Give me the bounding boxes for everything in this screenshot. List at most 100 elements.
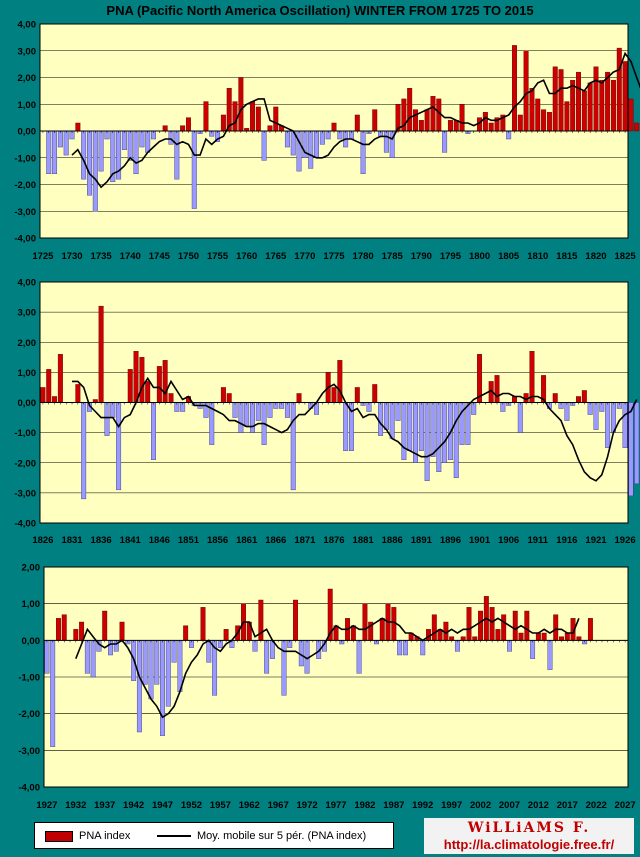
bar: [420, 640, 426, 656]
chart-title: PNA (Pacific North America Oscillation) …: [106, 3, 534, 18]
bar: [63, 130, 69, 156]
x-tick-label: 1911: [527, 535, 548, 546]
x-tick-label: 1997: [441, 800, 462, 811]
bar: [180, 125, 186, 132]
bar: [424, 109, 430, 132]
x-tick-label: 1876: [323, 535, 344, 546]
bar: [558, 69, 564, 132]
bar: [541, 632, 547, 641]
bar: [81, 402, 87, 500]
bar: [472, 636, 478, 641]
x-tick-label: 1947: [152, 800, 173, 811]
x-tick-label: 1967: [268, 800, 289, 811]
bar: [564, 402, 570, 421]
bar: [110, 402, 116, 418]
bar: [587, 618, 593, 641]
bar: [628, 98, 634, 132]
x-tick-label: 1805: [498, 251, 520, 262]
x-tick-label: 2027: [615, 800, 636, 811]
x-tick-label: 2017: [557, 800, 578, 811]
bar: [599, 79, 605, 132]
bar: [296, 393, 302, 403]
bar: [168, 130, 174, 145]
y-tick-label: 0,00: [18, 398, 37, 409]
bar: [430, 96, 436, 132]
bar: [174, 130, 180, 180]
bar: [40, 387, 46, 403]
bar: [517, 114, 523, 132]
bar: [397, 640, 403, 656]
bar: [127, 130, 133, 161]
y-tick-label: -3,00: [14, 488, 36, 499]
bar: [541, 109, 547, 132]
y-tick-label: 1,00: [18, 100, 37, 111]
bar: [220, 114, 226, 132]
bar: [81, 130, 87, 180]
x-tick-label: 1891: [411, 535, 433, 546]
bar: [362, 603, 368, 641]
bar: [171, 640, 177, 663]
bar: [200, 607, 206, 641]
y-tick-label: 2,00: [18, 338, 37, 349]
chart-panel-1: -4,00 -3,00 -2,00 -1,00 0,00 1,00 2,00 3,00 4,00…: [14, 20, 640, 262]
bar: [154, 640, 160, 685]
y-tick-label: 1,00: [22, 599, 41, 610]
legend-item-line: Moy. mobile sur 5 pér. (PNA index): [157, 830, 366, 842]
x-tick-label: 1735: [91, 251, 113, 262]
x-tick-label: 1770: [294, 251, 315, 262]
x-tick-label: 1896: [440, 535, 461, 546]
logo-name: WiLLiAMS F.: [467, 820, 591, 836]
x-tick-label: 1825: [615, 251, 637, 262]
chart-panel-3: -4,00 -3,00 -2,00 -1,00 0,00 1,00 2,00 1927 1932…: [18, 563, 636, 812]
bar: [442, 402, 448, 463]
x-tick-label: 1800: [469, 251, 490, 262]
moving-average-line: [71, 51, 640, 189]
x-tick-label: 1810: [527, 251, 548, 262]
x-tick-label: 1927: [36, 800, 57, 811]
bar: [203, 101, 209, 132]
bar: [148, 640, 154, 700]
bar: [267, 125, 273, 132]
bar: [530, 640, 536, 659]
x-tick-label: 1921: [585, 535, 607, 546]
bar: [162, 360, 168, 403]
bar: [50, 640, 56, 747]
bar: [512, 610, 518, 641]
bar: [160, 640, 165, 736]
bar: [238, 77, 244, 132]
bar: [459, 104, 465, 132]
x-tick-label: 1846: [149, 535, 170, 546]
bar: [512, 45, 517, 132]
bar: [165, 640, 171, 707]
bar: [622, 61, 628, 132]
x-tick-label: 1815: [556, 251, 578, 262]
x-tick-label: 1926: [615, 535, 636, 546]
bar: [524, 610, 530, 641]
bar: [142, 640, 148, 685]
x-tick-label: 1765: [265, 251, 287, 262]
y-tick-label: 3,00: [18, 308, 37, 319]
bar: [133, 130, 139, 174]
bar: [350, 625, 356, 641]
y-tick-label: -4,00: [14, 519, 36, 530]
y-tick-label: -1,00: [14, 428, 36, 439]
bar: [576, 71, 581, 132]
bar: [535, 632, 541, 641]
bar: [284, 130, 290, 148]
bar: [102, 610, 108, 641]
bar: [273, 106, 279, 132]
bar: [119, 621, 125, 641]
bar: [331, 122, 337, 132]
bar: [576, 396, 581, 403]
bar: [546, 112, 552, 132]
y-tick-label: -3,00: [14, 207, 36, 218]
bar: [478, 610, 484, 641]
bar: [98, 305, 104, 403]
y-tick-label: -1,00: [18, 673, 40, 684]
bar: [73, 629, 79, 641]
bar: [90, 640, 96, 678]
bar: [354, 114, 360, 132]
bar: [255, 402, 261, 421]
bar: [44, 640, 50, 674]
legend-item-bars: PNA index: [45, 830, 130, 842]
